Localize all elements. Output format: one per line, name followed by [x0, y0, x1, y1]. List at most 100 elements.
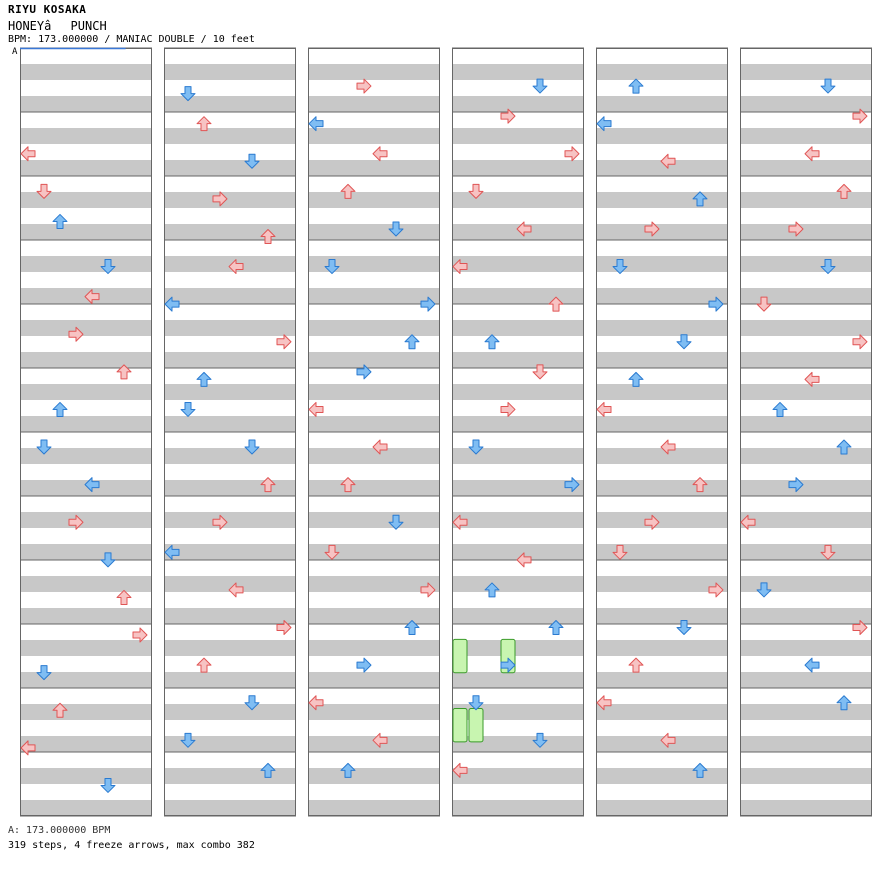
step-arrow-up-icon: [404, 334, 420, 350]
chart-column: [596, 47, 728, 817]
beat-stripe: [596, 224, 728, 240]
step-arrow-down-icon: [100, 777, 116, 793]
beat-stripe: [596, 320, 728, 336]
beat-stripe: [596, 736, 728, 752]
column-border: [308, 48, 440, 816]
beat-stripe: [596, 640, 728, 656]
beat-stripe: [740, 800, 872, 816]
step-arrow-down-icon: [244, 153, 260, 169]
beat-stripe: [308, 768, 440, 784]
beat-stripe: [308, 640, 440, 656]
step-arrow-down-icon: [532, 732, 548, 748]
step-arrow-left-icon: [164, 296, 180, 312]
beat-stripe: [164, 512, 296, 528]
beat-stripe: [164, 416, 296, 432]
beat-stripe: [20, 704, 152, 720]
beat-stripe: [740, 768, 872, 784]
step-arrow-down-icon: [388, 514, 404, 530]
beat-stripe: [740, 608, 872, 624]
step-arrow-down-icon: [244, 439, 260, 455]
song-title: HONEYâPUNCH: [8, 19, 107, 33]
beat-stripe: [596, 64, 728, 80]
artist-name: RIYU KOSAKA: [8, 3, 87, 16]
beat-stripe: [308, 704, 440, 720]
beat-stripe: [20, 448, 152, 464]
beat-stripe: [20, 224, 152, 240]
beat-stripe: [596, 128, 728, 144]
beat-stripe: [308, 192, 440, 208]
beat-stripe: [20, 320, 152, 336]
beat-stripe: [308, 352, 440, 368]
step-arrow-left-icon: [20, 740, 36, 756]
beat-stripe: [164, 640, 296, 656]
beat-stripe: [452, 768, 584, 784]
beat-stripe: [452, 256, 584, 272]
beat-stripe: [740, 256, 872, 272]
beat-stripe: [308, 544, 440, 560]
beat-stripe: [308, 608, 440, 624]
beat-stripe: [20, 352, 152, 368]
beat-stripe: [740, 448, 872, 464]
beat-stripe: [740, 64, 872, 80]
step-arrow-left-icon: [596, 695, 612, 711]
step-arrow-right-icon: [852, 108, 868, 124]
step-arrow-right-icon: [212, 514, 228, 530]
beat-stripe: [452, 736, 584, 752]
beat-stripe: [308, 224, 440, 240]
step-arrow-up-icon: [772, 401, 788, 417]
step-arrow-left-icon: [804, 371, 820, 387]
beat-stripe: [20, 64, 152, 80]
beat-stripe: [308, 416, 440, 432]
beat-stripe: [596, 544, 728, 560]
beat-stripe: [20, 608, 152, 624]
step-arrow-right-icon: [852, 620, 868, 636]
step-arrow-right-icon: [644, 221, 660, 237]
step-arrow-up-icon: [340, 762, 356, 778]
step-arrow-right-icon: [708, 296, 724, 312]
step-arrow-right-icon: [276, 620, 292, 636]
step-arrow-up-icon: [404, 620, 420, 636]
beat-stripe: [452, 352, 584, 368]
chart-column: [164, 47, 296, 817]
beat-stripe: [452, 96, 584, 112]
beat-stripe: [452, 192, 584, 208]
beat-stripe: [164, 96, 296, 112]
step-arrow-down-icon: [820, 78, 836, 94]
beat-stripe: [452, 320, 584, 336]
step-arrow-up-icon: [548, 620, 564, 636]
beat-stripe: [20, 128, 152, 144]
chart-column: [20, 47, 152, 817]
step-arrow-left-icon: [308, 401, 324, 417]
beat-stripe: [164, 160, 296, 176]
beat-stripe: [452, 128, 584, 144]
beat-stripe: [308, 448, 440, 464]
step-arrow-down-icon: [676, 620, 692, 636]
beat-stripe: [308, 96, 440, 112]
step-arrow-up-icon: [52, 401, 68, 417]
step-arrow-left-icon: [228, 259, 244, 275]
step-arrow-down-icon: [612, 259, 628, 275]
beat-stripe: [596, 192, 728, 208]
beat-stripe: [164, 64, 296, 80]
beat-stripe: [452, 480, 584, 496]
beat-stripe: [596, 576, 728, 592]
step-arrow-left-icon: [740, 514, 756, 530]
step-arrow-left-icon: [452, 259, 468, 275]
beat-stripe: [452, 448, 584, 464]
step-arrow-left-icon: [84, 477, 100, 493]
step-arrow-up-icon: [484, 334, 500, 350]
step-arrow-right-icon: [500, 108, 516, 124]
step-arrow-right-icon: [356, 657, 372, 673]
beat-stripe: [740, 192, 872, 208]
step-arrow-right-icon: [420, 296, 436, 312]
beat-stripe: [164, 256, 296, 272]
step-arrow-down-icon: [756, 296, 772, 312]
beat-stripe: [452, 576, 584, 592]
beat-stripe: [452, 800, 584, 816]
bpm-difficulty-line: BPM: 173.000000 / MANIAC DOUBLE / 10 fee…: [8, 34, 255, 45]
step-arrow-up-icon: [628, 371, 644, 387]
step-arrow-up-icon: [260, 762, 276, 778]
step-arrow-down-icon: [100, 552, 116, 568]
step-arrow-down-icon: [532, 78, 548, 94]
